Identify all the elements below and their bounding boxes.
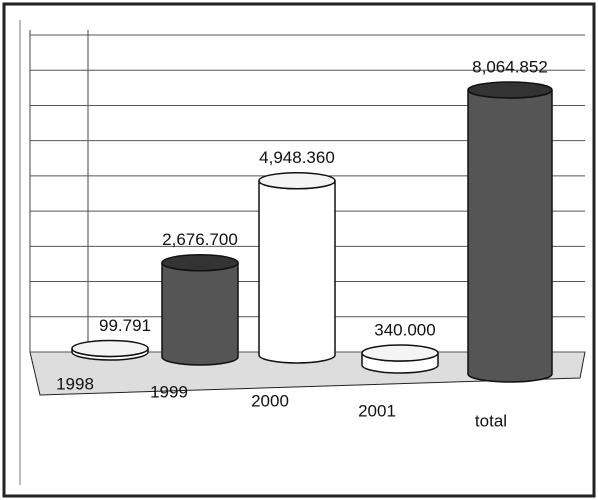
x-tick-label: 1999: [150, 382, 188, 401]
value-label: 8,064.852: [472, 57, 548, 76]
x-tick-label: 2001: [358, 401, 396, 420]
value-label: 4,948.360: [259, 148, 335, 167]
bar: [467, 89, 553, 383]
bar: [161, 262, 239, 366]
x-tick-label: 2000: [251, 391, 289, 410]
bar: [258, 180, 336, 364]
bar-top: [71, 339, 149, 358]
x-tick-label: 1998: [56, 374, 94, 393]
bar-top: [361, 344, 439, 362]
bar-top: [161, 253, 239, 272]
bar-top: [258, 171, 336, 190]
value-label: 2,676.700: [162, 230, 238, 249]
value-label: 340.000: [374, 321, 435, 340]
x-tick-label: total: [475, 411, 507, 430]
value-label: 99.791: [99, 316, 151, 335]
bar-top: [467, 81, 553, 99]
